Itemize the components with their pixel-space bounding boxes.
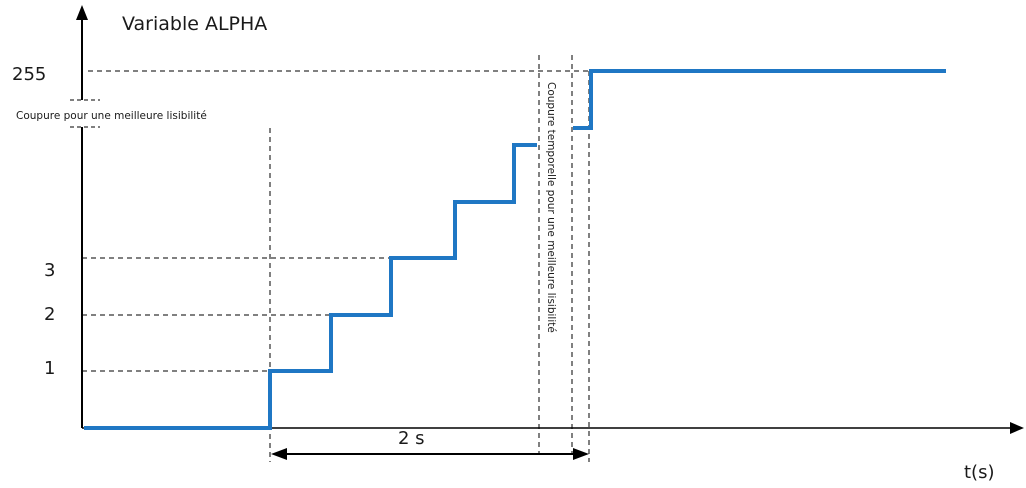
- alpha-signal-right: [573, 69, 946, 130]
- x-axis-arrow-icon: [1010, 422, 1024, 434]
- duration-arrow-left-icon: [271, 448, 287, 460]
- diagram-title: Variable ALPHA: [122, 13, 267, 35]
- y-tick-1: 1: [44, 358, 55, 379]
- y-axis-break-note: Coupure pour une meilleure lisibilité: [16, 110, 207, 122]
- y-tick-3: 3: [44, 260, 55, 281]
- alpha-signal-left: [84, 143, 537, 430]
- y-tick-255: 255: [12, 64, 46, 85]
- duration-arrow-right-icon: [573, 448, 589, 460]
- y-tick-2: 2: [44, 304, 55, 325]
- duration-label: 2 s: [398, 428, 425, 449]
- y-axis-arrow-icon: [76, 5, 88, 20]
- x-axis-label: t(s): [964, 462, 994, 483]
- time-break-note: Coupure temporelle pour une meilleure li…: [545, 82, 557, 333]
